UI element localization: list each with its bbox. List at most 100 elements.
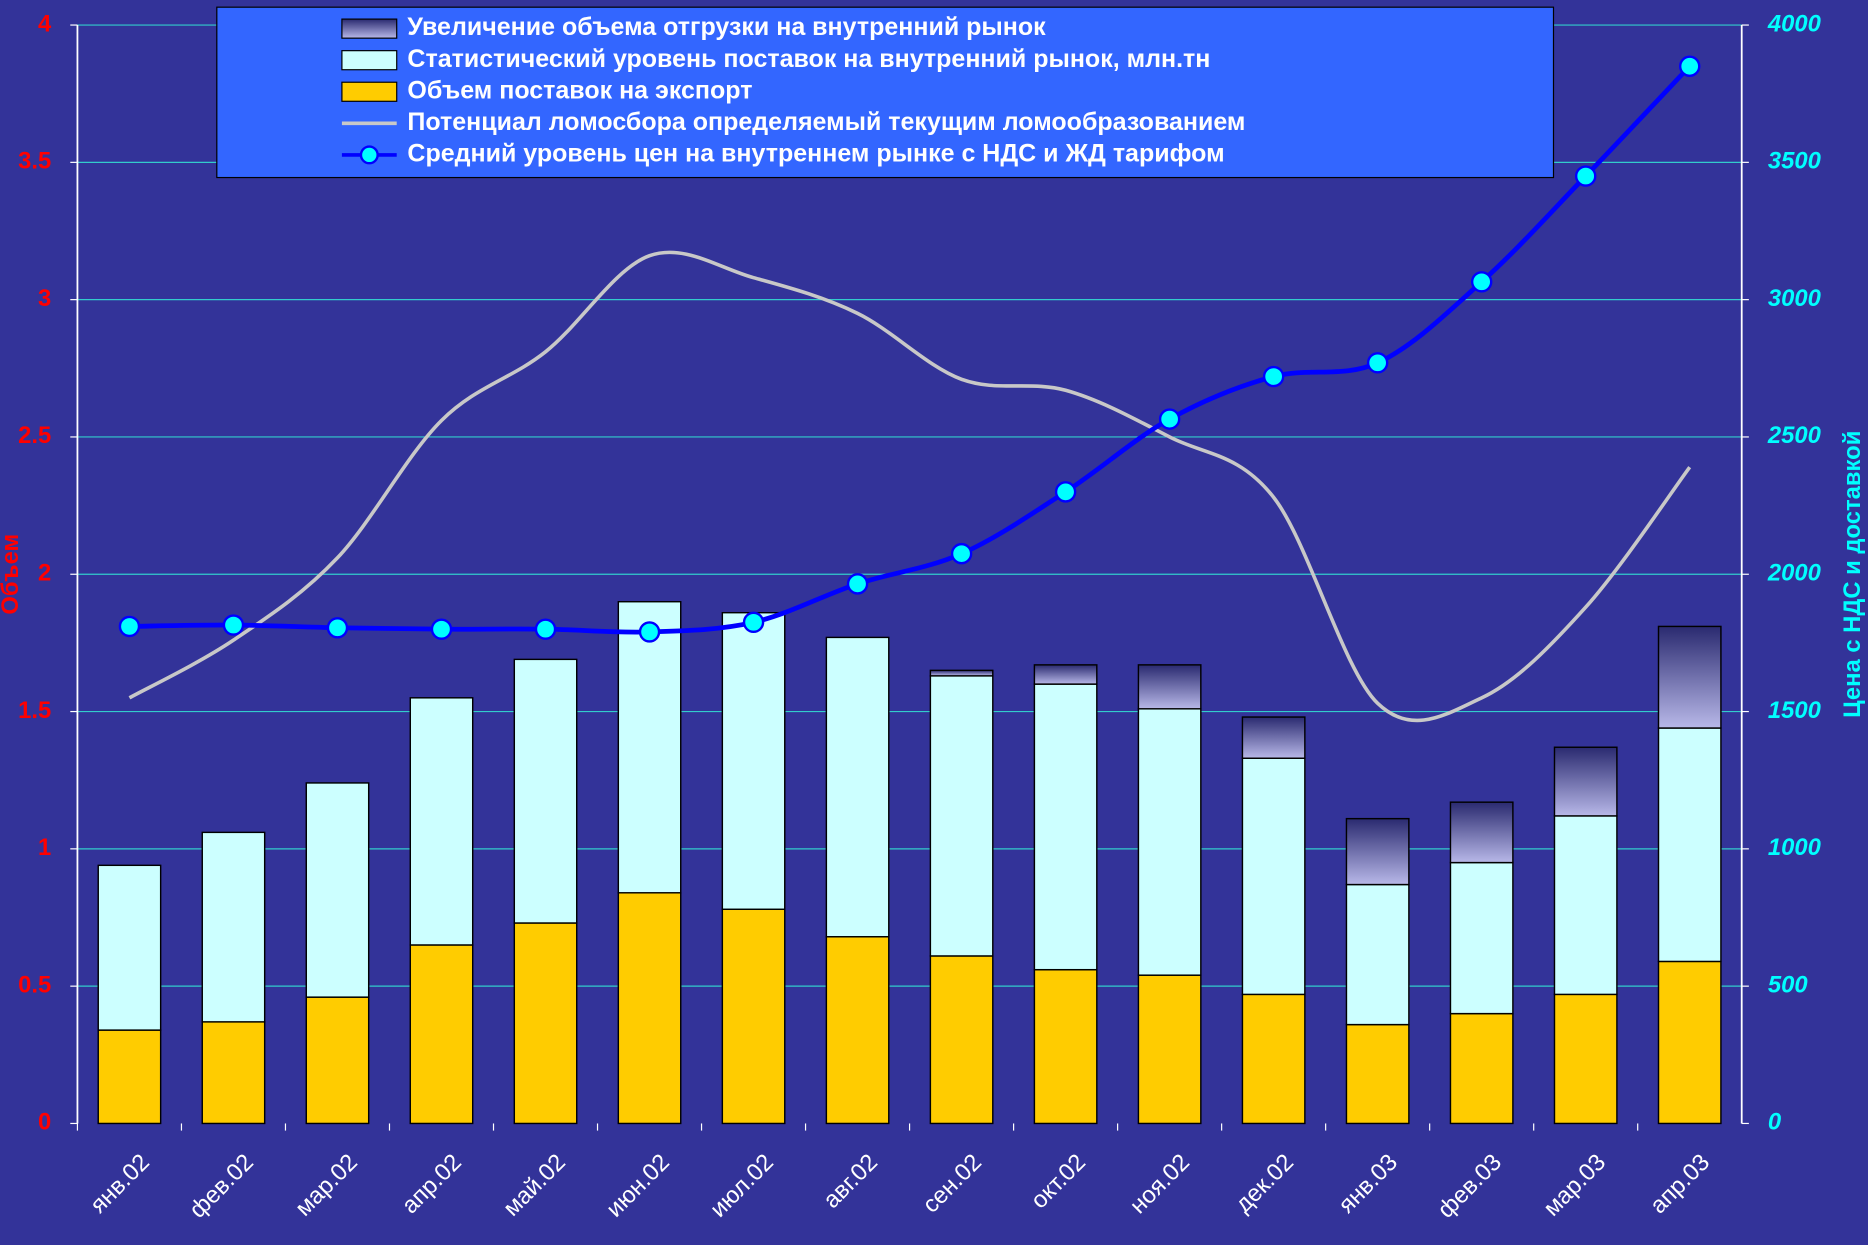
x-tick-label: мар.03 [1538,1149,1611,1222]
marker [534,618,557,640]
bar [1345,817,1410,886]
y-tick-label: 0.5 [18,971,51,998]
bar [1033,968,1098,1125]
marker [950,542,973,565]
marker [1366,352,1389,374]
marker [1054,481,1077,503]
y-tick-label: 4 [38,10,52,37]
bar [1345,883,1410,1026]
y2-tick-label: 3000 [1768,285,1822,312]
bar [409,697,474,946]
bar [929,955,994,1125]
line [129,64,1692,635]
x-tick-label: фев.02 [184,1149,259,1224]
marker [118,615,141,638]
bar [409,944,474,1125]
bar [1137,974,1202,1125]
bar [1449,801,1514,864]
legend-label: Увеличение объема отгрузки на внутренний… [407,13,1046,41]
x-tick-label: июн.02 [601,1149,675,1223]
marker [1262,365,1285,388]
marker [1678,55,1701,77]
y2-tick-label: 3500 [1768,148,1822,175]
bar [97,1029,162,1125]
bar [929,669,994,677]
x-tick-label: янв.02 [85,1149,155,1219]
y2-tick-label: 500 [1768,971,1808,998]
bar [97,864,162,1031]
legend-swatch [341,50,398,71]
x-tick-label: сен.02 [917,1149,987,1219]
y-tick-label: 3.5 [18,148,51,175]
bar [825,636,890,938]
bar [305,996,370,1125]
x-tick-label: янв.03 [1333,1149,1403,1219]
y2-tick-label: 1000 [1768,834,1822,861]
x-tick-label: мар.02 [290,1149,363,1222]
y2-axis-title: Цена с НДС и доставкой [1839,431,1866,718]
bar [617,892,682,1125]
marker [742,611,765,634]
legend-label: Статистический уровень поставок на внутр… [407,45,1210,73]
bar [825,936,890,1125]
x-tick-label: апр.02 [397,1149,467,1219]
legend-label: Потенциал ломосбора определяемый текущим… [407,108,1245,136]
x-tick-label: дек.02 [1230,1149,1299,1218]
marker [1470,271,1493,293]
y-tick-label: 3 [38,285,51,312]
legend-marker [359,145,379,165]
legend-swatch [341,18,398,39]
marker [846,573,869,595]
bar [1241,757,1306,996]
bar [305,782,370,998]
bar [1449,1012,1514,1125]
marker [430,618,453,640]
bar [201,1021,266,1125]
y2-tick-label: 4000 [1767,10,1822,37]
bar [721,908,786,1125]
bar [1345,1023,1410,1125]
legend: Увеличение объема отгрузки на внутренний… [216,6,1555,179]
bar [1241,993,1306,1125]
bar [1033,683,1098,971]
marker [222,614,245,636]
bar [1137,664,1202,710]
legend-label: Объем поставок на экспорт [407,76,752,104]
x-tick-label: май.02 [498,1149,571,1222]
y-tick-label: 1 [38,834,51,861]
x-tick-label: окт.02 [1026,1149,1091,1214]
bar [1553,993,1618,1125]
y-tick-label: 1.5 [18,697,51,724]
bar [1657,625,1722,729]
bar [1033,664,1098,685]
bar [1657,727,1722,963]
bar [929,675,994,957]
bar [1137,708,1202,976]
marker [1158,408,1181,430]
x-tick-label: ноя.02 [1125,1149,1195,1219]
legend-box [216,6,1555,179]
y-axis-title: Объем [0,534,24,615]
marker [326,617,349,639]
bar [617,600,682,894]
y-tick-label: 2 [38,560,51,587]
line [128,250,1692,723]
x-tick-label: июл.02 [705,1149,779,1223]
bar [1241,716,1306,759]
bar [201,831,266,1023]
y2-tick-label: 1500 [1768,697,1822,724]
bar [513,922,578,1125]
x-tick-label: апр.03 [1645,1149,1715,1219]
x-tick-label: фев.03 [1432,1149,1507,1224]
bar [1449,861,1514,1015]
y-tick-label: 0 [38,1109,51,1136]
bar [1657,960,1722,1125]
marker [1574,165,1597,187]
y2-tick-label: 2500 [1767,422,1822,449]
bar [513,658,578,924]
x-tick-label: авг.02 [818,1149,883,1214]
marker [638,621,661,643]
y-tick-label: 2.5 [18,422,51,449]
